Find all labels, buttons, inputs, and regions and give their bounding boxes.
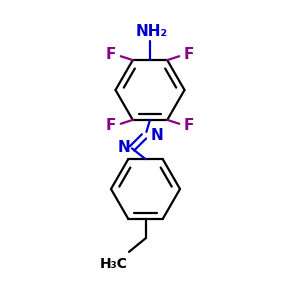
- Text: F: F: [184, 47, 194, 62]
- Text: N: N: [151, 128, 163, 143]
- Text: NH₂: NH₂: [135, 24, 168, 39]
- Text: F: F: [106, 118, 116, 133]
- Text: H₃C: H₃C: [100, 257, 128, 271]
- Text: N: N: [118, 140, 130, 155]
- Text: F: F: [106, 47, 116, 62]
- Text: F: F: [184, 118, 194, 133]
